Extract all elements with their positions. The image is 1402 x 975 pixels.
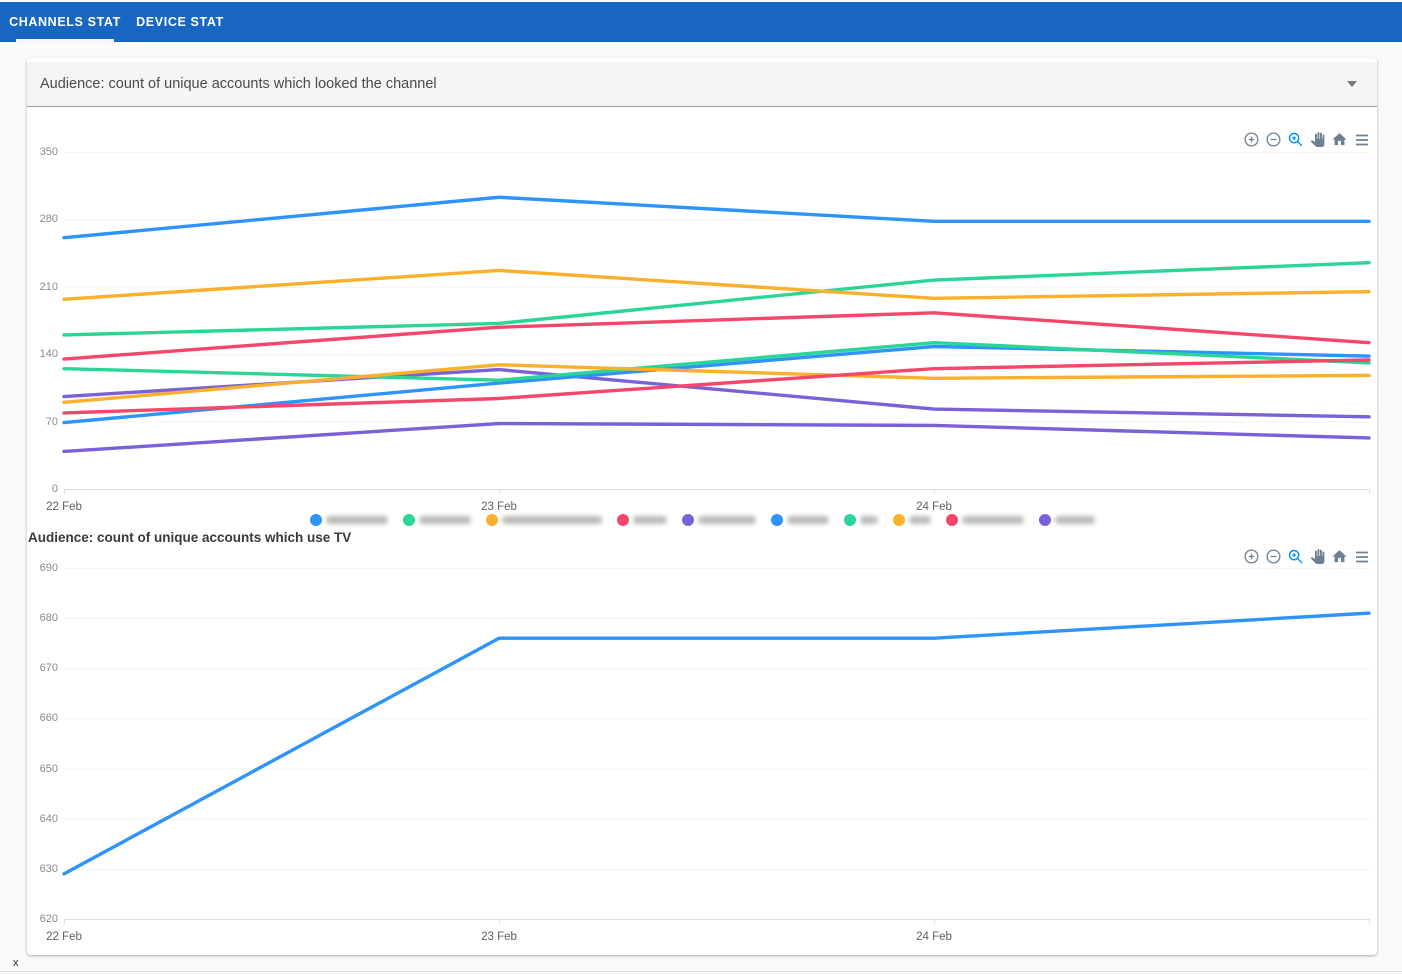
chart1-toolbar	[1242, 130, 1371, 149]
zoom-out-icon[interactable]	[1264, 547, 1283, 566]
selection-zoom-icon[interactable]	[1286, 130, 1305, 149]
legend-label-redacted	[859, 516, 878, 524]
y-tick-label: 620	[39, 913, 58, 925]
legend-label-redacted	[632, 516, 667, 524]
legend-item-channel-7[interactable]	[843, 514, 878, 526]
metric-select[interactable]: Audience: count of unique accounts which…	[27, 62, 1377, 107]
legend-marker-icon	[402, 514, 415, 526]
x-tick-label: 24 Feb	[916, 931, 952, 943]
legend-marker-icon	[616, 514, 629, 526]
tv-chart-title: Audience: count of unique accounts which…	[28, 530, 352, 545]
legend-item-channel-2[interactable]	[402, 514, 471, 526]
x-tick-label: 22 Feb	[46, 931, 82, 943]
chart2-x-axis-labels: 22 Feb 23 Feb 24 Feb	[46, 931, 1369, 945]
legend-item-channel-1[interactable]	[309, 514, 388, 526]
legend-label-redacted	[786, 516, 829, 524]
legend-label-redacted	[961, 516, 1024, 524]
legend-marker-icon	[309, 514, 322, 526]
legend-marker-icon	[1038, 514, 1051, 526]
y-tick-label: 660	[39, 712, 58, 725]
chart2-plot-area[interactable]	[62, 568, 1371, 925]
y-tick-label: 70	[45, 415, 58, 428]
series-line-channel-9	[62, 358, 1371, 415]
tab-channels-stat-label: CHANNELS STAT	[9, 15, 121, 29]
series-line-channel-2	[62, 261, 1371, 337]
y-tick-label: 670	[39, 662, 58, 675]
legend-label-redacted	[501, 516, 602, 524]
y-tick-label: 640	[39, 812, 58, 825]
legend-marker-icon	[843, 514, 856, 526]
pan-icon[interactable]	[1308, 130, 1327, 149]
x-tick-label: 23 Feb	[481, 501, 517, 513]
legend-item-channel-9[interactable]	[945, 514, 1024, 526]
y-tick-label: 690	[39, 562, 58, 574]
chart1-legend	[27, 514, 1377, 526]
chart1-plot-area[interactable]	[62, 152, 1371, 495]
zoom-in-icon[interactable]	[1242, 547, 1261, 566]
series-line-channel-7	[62, 340, 1371, 382]
series-line-channel-10	[62, 421, 1371, 454]
x-tick-label: 22 Feb	[46, 501, 82, 513]
chart2-toolbar	[1242, 547, 1371, 566]
pan-icon[interactable]	[1308, 547, 1327, 566]
app-tab-bar: CHANNELS STAT DEVICE STAT	[0, 2, 1402, 42]
series-line-channel-1	[62, 195, 1371, 240]
x-tick-label: 23 Feb	[481, 931, 517, 943]
tab-device-stat[interactable]: DEVICE STAT	[130, 2, 230, 42]
y-tick-label: 630	[39, 862, 58, 875]
y-tick-label: 650	[39, 762, 58, 775]
series-line-channel-3	[62, 268, 1371, 302]
y-tick-label: 680	[39, 612, 58, 625]
menu-icon[interactable]	[1352, 547, 1371, 566]
series-line-channel-4	[62, 311, 1371, 361]
channels-line-chart: 350 280 210 140 70 0 22 Feb 23 Feb 24 Feb	[27, 146, 1377, 588]
chart1-x-axis-labels: 22 Feb 23 Feb 24 Feb	[46, 501, 1369, 515]
legend-item-channel-3[interactable]	[485, 514, 602, 526]
y-tick-label: 210	[39, 280, 58, 293]
legend-marker-icon	[681, 514, 694, 526]
series-line-channel-8	[62, 363, 1371, 405]
x-tick-label: 24 Feb	[916, 501, 952, 513]
legend-item-channel-10[interactable]	[1038, 514, 1095, 526]
series-line-tv-audience	[62, 611, 1371, 876]
zoom-in-icon[interactable]	[1242, 130, 1261, 149]
y-tick-label: 350	[39, 146, 58, 158]
legend-item-channel-8[interactable]	[892, 514, 931, 526]
y-tick-label: 0	[51, 483, 58, 495]
tv-line-chart: 690 680 670 660 650 640 630 620 22 Feb 23 Feb 24 …	[27, 562, 1377, 955]
next-section-divider	[0, 971, 1402, 972]
legend-label-redacted	[418, 516, 471, 524]
metric-select-value: Audience: count of unique accounts which…	[40, 76, 437, 92]
legend-item-channel-4[interactable]	[616, 514, 667, 526]
y-tick-label: 140	[39, 348, 58, 361]
zoom-out-icon[interactable]	[1264, 130, 1283, 149]
legend-marker-icon	[770, 514, 783, 526]
legend-marker-icon	[892, 514, 905, 526]
y-tick-label: 280	[39, 213, 58, 226]
legend-label-redacted	[908, 516, 931, 524]
legend-label-redacted	[325, 516, 388, 524]
legend-marker-icon	[945, 514, 958, 526]
home-reset-icon[interactable]	[1330, 130, 1349, 149]
tab-device-stat-label: DEVICE STAT	[136, 15, 224, 29]
content-card: Audience: count of unique accounts which…	[27, 58, 1377, 955]
chevron-down-icon	[1347, 81, 1357, 87]
legend-label-redacted	[697, 516, 756, 524]
tab-channels-stat[interactable]: CHANNELS STAT	[0, 2, 130, 42]
legend-label-redacted	[1054, 516, 1095, 524]
axis-overflow-label: x	[13, 957, 19, 969]
legend-item-channel-6[interactable]	[770, 514, 829, 526]
legend-marker-icon	[485, 514, 498, 526]
active-tab-underline	[16, 39, 114, 42]
selection-zoom-icon[interactable]	[1286, 547, 1305, 566]
home-reset-icon[interactable]	[1330, 547, 1349, 566]
menu-icon[interactable]	[1352, 130, 1371, 149]
legend-item-channel-5[interactable]	[681, 514, 756, 526]
